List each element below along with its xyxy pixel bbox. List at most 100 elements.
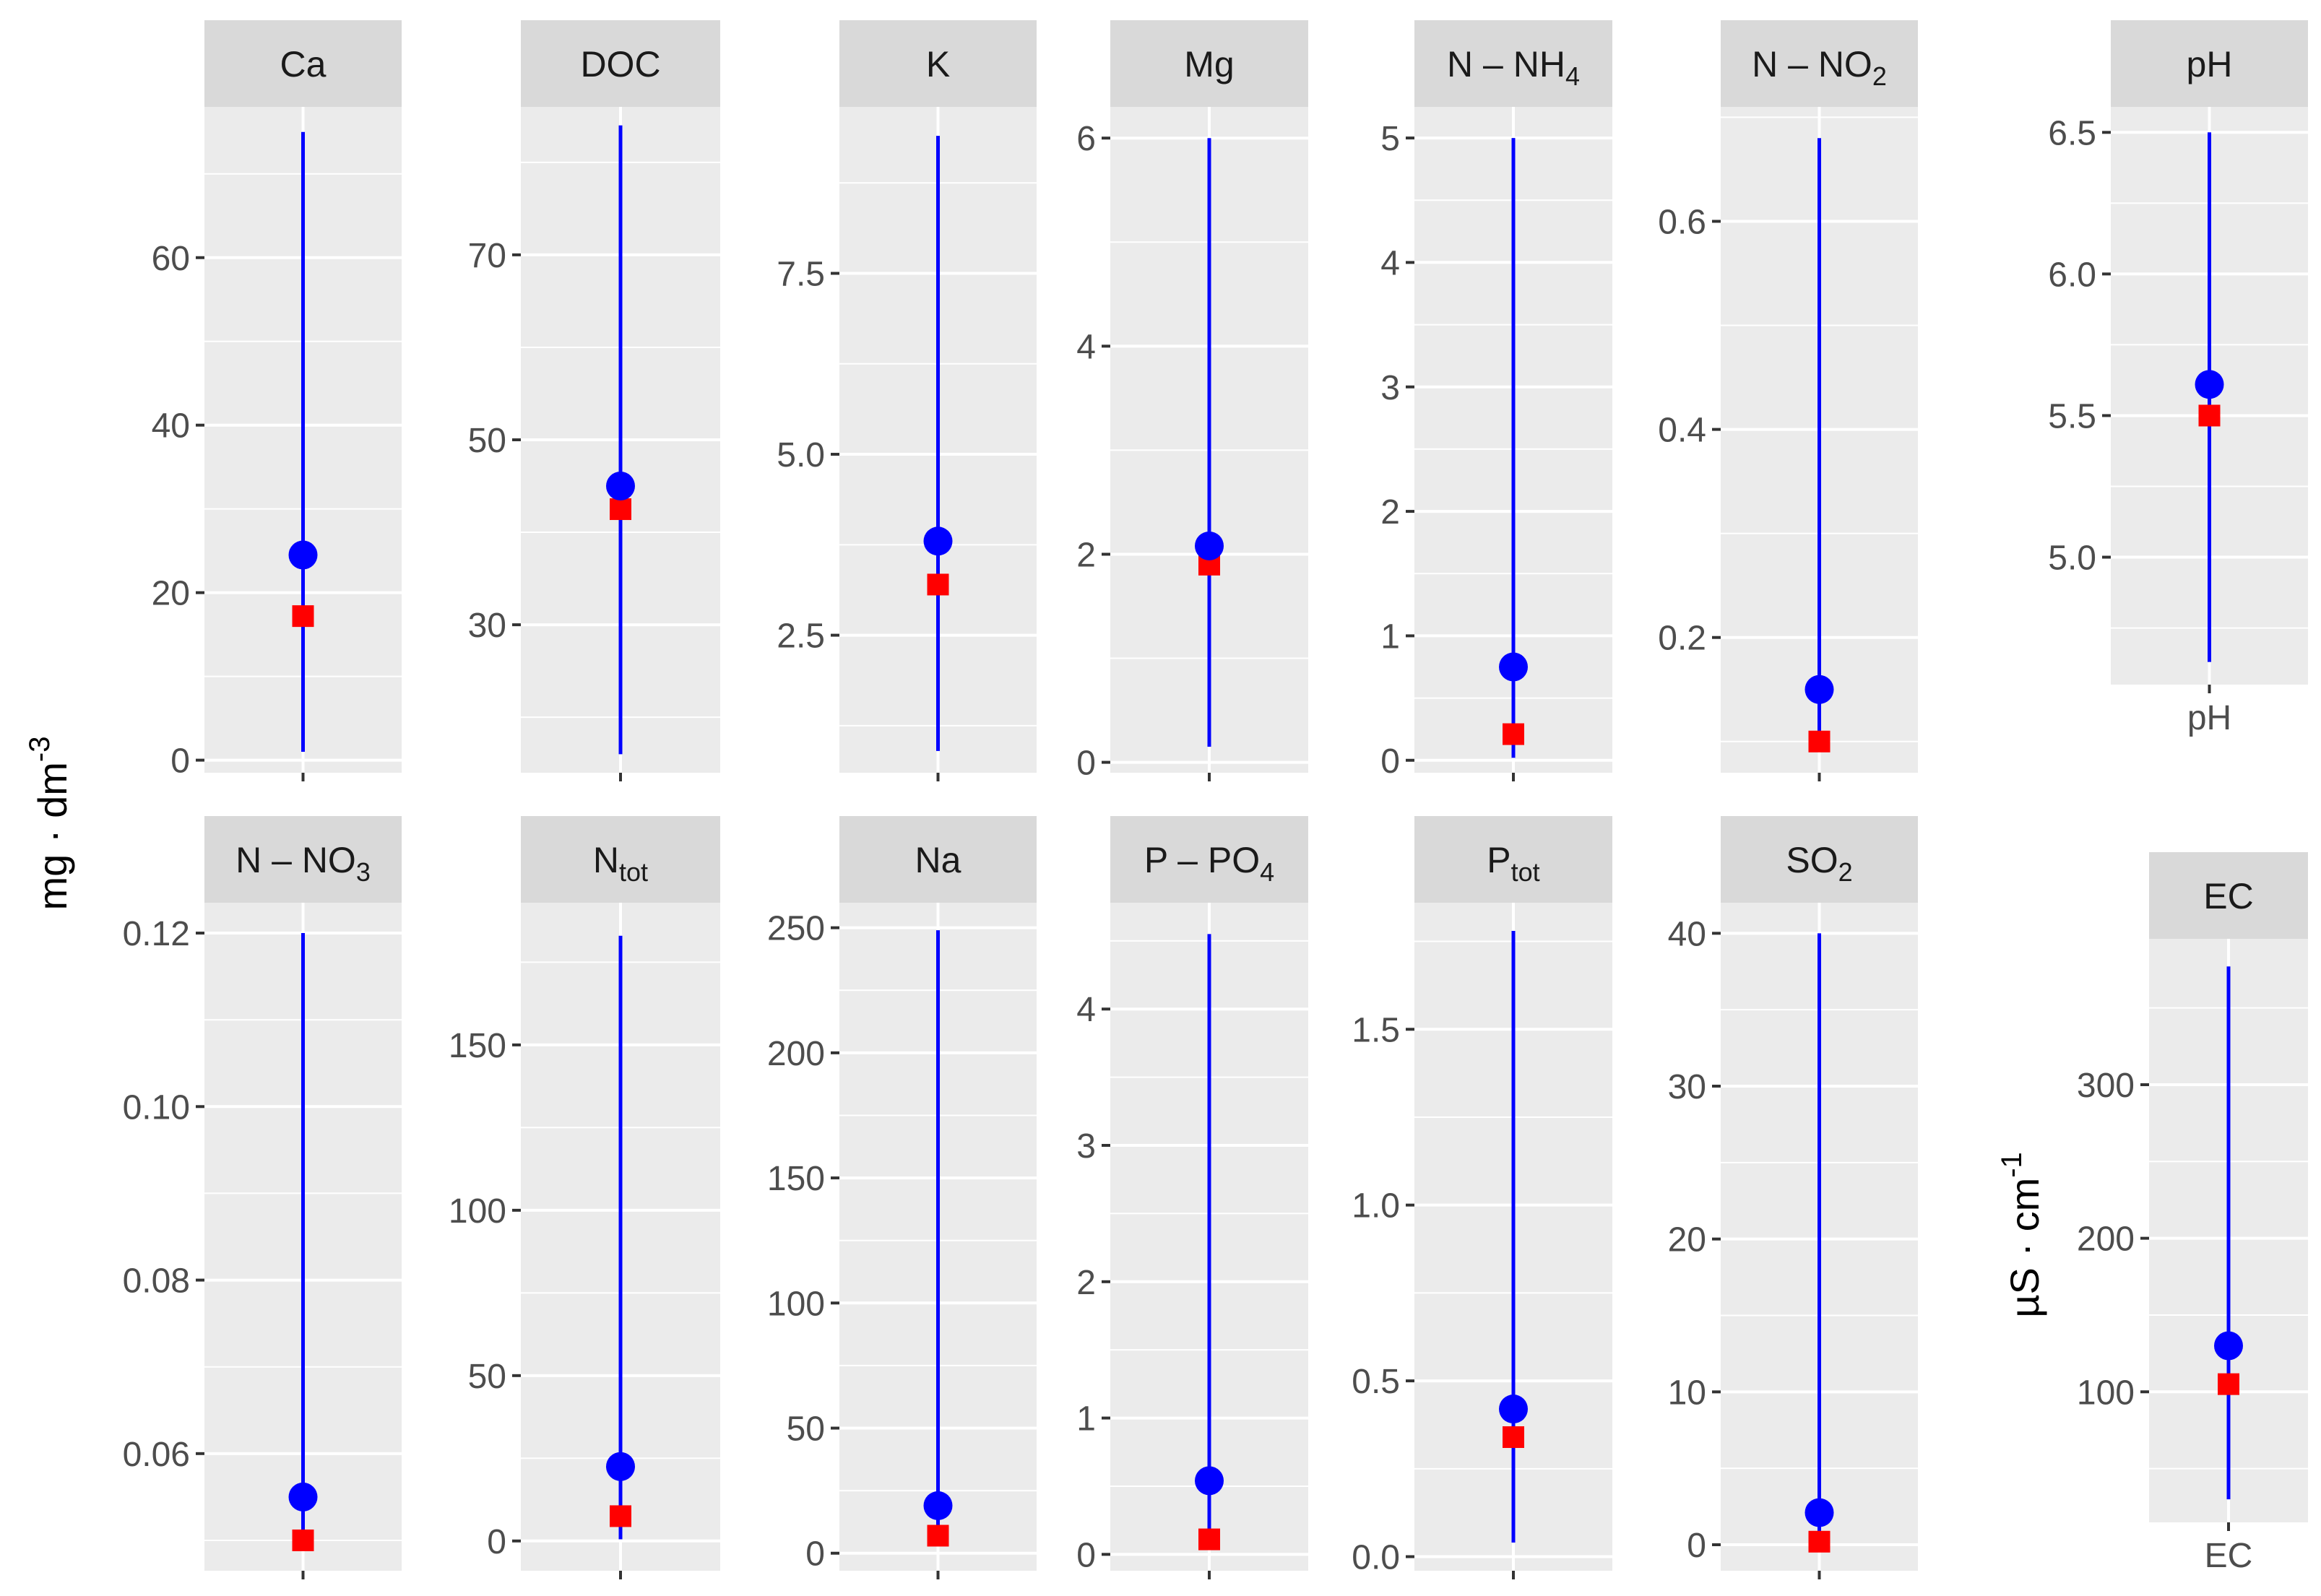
y-tick-label: 4 — [1076, 328, 1096, 366]
y-tick-label: 200 — [2077, 1220, 2135, 1259]
strip-background — [204, 20, 402, 107]
strip-label-doc: DOC — [580, 44, 660, 84]
panel-ca: 0 20 40 60 Ca — [152, 20, 402, 781]
strip-background — [1414, 20, 1612, 107]
strip-background — [2149, 852, 2308, 939]
y-tick-label: 0 — [1687, 1527, 1706, 1565]
median-marker-k — [927, 573, 949, 596]
y-tick-label: 2.5 — [777, 617, 825, 656]
y-tick-label: 200 — [767, 1035, 825, 1073]
y-tick-label: 60 — [152, 240, 190, 278]
y-tick-label: 30 — [468, 607, 506, 645]
panel-n-no2: 0.2 0.4 0.6 N – NO2 — [1658, 20, 1918, 781]
median-marker-n-nh4 — [1503, 723, 1524, 745]
strip-label-n-no3: N – NO3 — [235, 840, 371, 887]
y-tick-label: 0 — [1076, 745, 1096, 783]
median-marker-ca — [292, 605, 314, 628]
y-tick-label: 300 — [2077, 1067, 2135, 1105]
panels-layer: 0204060Ca305070DOC2.55.07.5K0246Mg012345… — [123, 20, 2308, 1579]
strip-label-ec: EC — [2203, 876, 2253, 916]
median-marker-ph — [2198, 404, 2221, 427]
panel-ntot: 0 50 100 150 Ntot — [449, 816, 720, 1579]
y-tick-label: 150 — [767, 1160, 825, 1198]
y-tick-label: 50 — [468, 422, 506, 460]
panel-ec: 100 200 300 EC EC — [2077, 852, 2308, 1575]
y-tick-label: 50 — [468, 1358, 506, 1396]
mean-marker-k — [923, 526, 953, 556]
strip-label-ntot: Ntot — [593, 840, 648, 887]
strip-background — [839, 20, 1037, 107]
median-marker-n-no3 — [292, 1529, 314, 1551]
strip-label-so2: SO2 — [1786, 840, 1852, 887]
y-tick-label: 1.5 — [1352, 1011, 1400, 1049]
strip-background — [521, 816, 720, 903]
y-tick-label: 50 — [787, 1410, 825, 1449]
y-tick-label: 40 — [1668, 915, 1706, 953]
mean-marker-ec — [2214, 1331, 2243, 1361]
strip-label-p-po4: P – PO4 — [1144, 840, 1274, 887]
y-tick-label: 20 — [1668, 1221, 1706, 1259]
y-tick-label: 4 — [1380, 244, 1400, 282]
strip-label-ptot: Ptot — [1487, 840, 1539, 887]
panel-n-nh4: 0 1 2 3 4 5 N – NH4 — [1380, 20, 1612, 781]
y-tick-label: 5.5 — [2048, 397, 2096, 435]
y-axis-title-left: mg · dm-3 — [24, 737, 75, 911]
y-tick-label: 7.5 — [777, 256, 825, 294]
mean-marker-ph — [2195, 370, 2224, 399]
median-marker-ntot — [610, 1505, 631, 1527]
strip-label-ca: Ca — [280, 44, 327, 84]
y-tick-label: 0 — [805, 1535, 825, 1574]
y-axis-title-right: µS · cm-1 — [1996, 1152, 2047, 1318]
panel-so2: 0 10 20 30 40 SO2 — [1668, 816, 1918, 1579]
y-tick-label: 6.5 — [2048, 114, 2096, 152]
y-tick-label: 0 — [170, 742, 190, 781]
mean-marker-n-nh4 — [1499, 652, 1528, 682]
y-tick-label: 0.12 — [123, 915, 190, 953]
y-tick-label: 0 — [487, 1523, 506, 1561]
strip-label-n-no2: N – NO2 — [1752, 44, 1887, 91]
mean-marker-p-po4 — [1195, 1466, 1224, 1496]
panel-ph: 5.0 5.5 6.0 6.5 pH pH — [2048, 20, 2308, 737]
y-tick-label: 3 — [1076, 1127, 1096, 1166]
y-tick-label: 2 — [1076, 536, 1096, 574]
median-marker-na — [927, 1525, 949, 1547]
mean-marker-ptot — [1499, 1395, 1528, 1424]
strip-background — [1721, 20, 1918, 107]
y-tick-label: 2 — [1380, 493, 1400, 532]
y-tick-label: 40 — [152, 407, 190, 446]
strip-label-mg: Mg — [1184, 44, 1234, 84]
y-tick-label: 100 — [2077, 1374, 2135, 1412]
panel-ptot: 0.0 0.5 1.0 1.5 Ptot — [1352, 816, 1612, 1579]
panel-k: 2.5 5.0 7.5 K — [777, 20, 1037, 781]
strip-background — [2111, 20, 2308, 107]
y-tick-label: 100 — [449, 1192, 506, 1231]
median-marker-ptot — [1503, 1426, 1524, 1448]
y-tick-label: 5.0 — [2048, 539, 2096, 578]
x-tick-label: EC — [2205, 1537, 2253, 1575]
panel-na: 0 50 100 150 200 250 Na — [767, 816, 1037, 1579]
median-marker-n-no2 — [1808, 730, 1831, 753]
median-marker-doc — [610, 498, 631, 521]
y-tick-label: 70 — [468, 237, 506, 275]
y-tick-label: 150 — [449, 1027, 506, 1065]
mean-marker-n-no2 — [1804, 675, 1834, 704]
mean-marker-n-no3 — [288, 1482, 318, 1512]
strip-background — [1414, 816, 1612, 903]
y-tick-label: 0.6 — [1658, 203, 1706, 241]
strip-label-k: K — [926, 44, 950, 84]
median-marker-so2 — [1808, 1530, 1831, 1553]
y-tick-label: 10 — [1668, 1374, 1706, 1412]
y-tick-label: 1.0 — [1352, 1187, 1400, 1226]
mean-marker-so2 — [1804, 1498, 1834, 1527]
y-tick-label: 5.0 — [777, 436, 825, 474]
panel-mg: 0 2 4 6 Mg — [1076, 20, 1308, 783]
strip-label-ph: pH — [2187, 44, 2233, 84]
y-tick-label: 0.06 — [123, 1436, 190, 1474]
y-tick-label: 3 — [1380, 369, 1400, 407]
y-tick-label: 6 — [1076, 120, 1096, 158]
panel-p-po4: 0 1 2 3 4 P – PO4 — [1076, 816, 1308, 1579]
strip-background — [204, 816, 402, 903]
y-tick-label: 1 — [1076, 1400, 1096, 1439]
x-tick-label: pH — [2187, 699, 2231, 737]
y-tick-label: 6.0 — [2048, 256, 2096, 294]
